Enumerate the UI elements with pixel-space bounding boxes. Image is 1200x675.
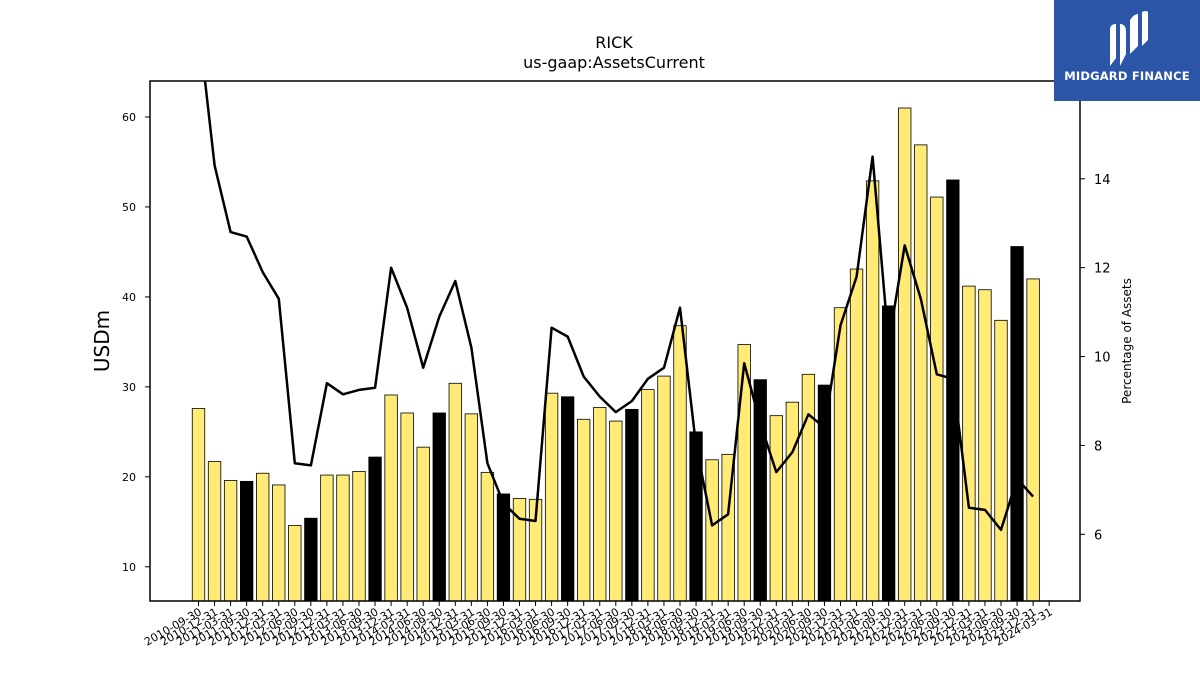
y2-tick-label-12: 12 [1094, 262, 1111, 277]
bar-2014-09-30 [432, 412, 446, 602]
bar-2018-09-30 [689, 431, 703, 602]
y2-tick-label-8: 8 [1094, 439, 1102, 454]
bar-2015-09-30 [496, 493, 511, 602]
bar-2013-12-31 [384, 394, 398, 602]
bar-2021-12-31 [898, 107, 912, 602]
bar-2018-06-30 [673, 325, 687, 602]
y-tick-label-10: 10 [122, 561, 136, 574]
brand-logo: MIDGARD FINANCE [1054, 0, 1200, 101]
y-tick-label-30: 30 [122, 381, 136, 394]
bar-2021-03-31 [849, 268, 864, 602]
bar-2022-03-31 [914, 144, 928, 602]
y-axis-right: 6 8 10 12 14 [1080, 173, 1111, 543]
bar-2023-03-31 [978, 289, 992, 602]
bar-2014-12-31 [448, 382, 462, 602]
bar-2015-03-31 [464, 413, 479, 602]
y2-axis-label: Percentage of Assets [1120, 278, 1134, 404]
y-tick-label-60: 60 [122, 111, 136, 124]
y-tick-label-20: 20 [122, 471, 136, 484]
bar-2016-09-30 [561, 396, 575, 602]
plot-frame [149, 80, 1081, 602]
bar-2012-06-30 [288, 525, 302, 602]
bar-2019-09-30 [753, 379, 767, 602]
bar-2022-12-31 [962, 285, 976, 602]
bar-2011-03-31 [223, 480, 238, 602]
y2-tick-label-6: 6 [1094, 528, 1102, 543]
bar-2010-09-30 [191, 408, 206, 602]
chart-subtitle: us-gaap:AssetsCurrent [523, 53, 705, 72]
bar-2018-12-31 [705, 459, 719, 602]
bar-2012-12-31 [320, 474, 334, 602]
bar-2013-09-30 [368, 456, 382, 602]
bar-2017-03-31 [593, 407, 607, 602]
bar-2013-06-30 [352, 471, 366, 602]
y2-tick-label-14: 14 [1094, 173, 1111, 188]
bar-2016-12-31 [577, 418, 591, 602]
bar-2016-06-30 [544, 392, 559, 602]
bar-2020-03-31 [785, 401, 799, 602]
bar-2021-09-30 [882, 305, 896, 602]
bar-2017-06-30 [609, 420, 623, 602]
logo-text: MIDGARD FINANCE [1064, 69, 1190, 83]
bar-2013-03-31 [336, 474, 350, 602]
bar-2022-06-30 [930, 196, 944, 602]
bar-2023-09-30 [1010, 246, 1024, 602]
bar-2011-09-30 [239, 480, 254, 602]
y-axis-label: USDm [90, 310, 114, 372]
y2-tick-label-10: 10 [1094, 351, 1111, 366]
bar-2014-03-31 [400, 412, 414, 602]
bar-2020-09-30 [817, 384, 832, 602]
bar-2017-09-30 [625, 408, 639, 602]
percentage-line [203, 81, 1035, 532]
y-tick-label-40: 40 [122, 291, 136, 304]
bar-2010-12-31 [207, 461, 222, 602]
midgard-logo-icon [1110, 11, 1148, 66]
x-axis: 2010-09-302010-12-312011-03-312011-09-30… [142, 601, 1055, 649]
y-axis-left: 10 20 30 40 50 60 [122, 111, 150, 574]
percentage-line-series [203, 81, 1035, 532]
bar-2022-09-30 [946, 179, 960, 602]
bar-2014-06-30 [416, 446, 430, 602]
bar-2015-06-30 [480, 471, 495, 602]
y-tick-label-50: 50 [122, 201, 136, 214]
bar-2017-12-31 [641, 389, 655, 602]
chart-title: RICK [595, 33, 633, 52]
bar-2012-09-30 [304, 517, 318, 602]
bar-series [191, 107, 1040, 602]
bar-2011-12-31 [256, 472, 270, 602]
bar-2021-06-30 [865, 180, 880, 602]
bar-2020-06-30 [801, 373, 816, 602]
bar-2019-12-31 [769, 415, 783, 602]
bar-2018-03-31 [657, 375, 671, 602]
bar-2012-03-31 [272, 484, 286, 602]
bar-2023-06-30 [994, 319, 1008, 602]
bar-2023-12-31 [1026, 278, 1040, 602]
